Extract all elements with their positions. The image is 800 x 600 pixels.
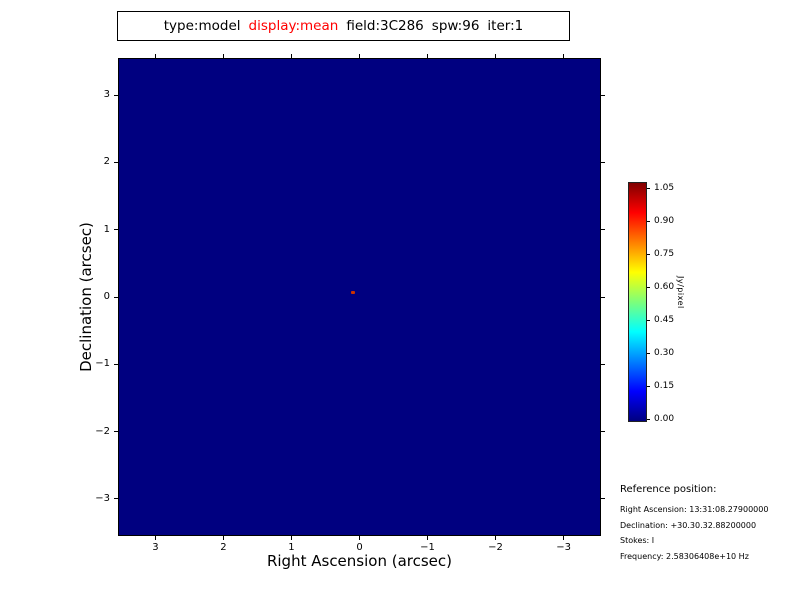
- x-tick-mark: [359, 536, 360, 540]
- colorbar-tick-mark: [647, 253, 650, 255]
- colorbar-tick-label: 0.90: [654, 216, 675, 226]
- y-tick-mark: [114, 498, 118, 500]
- y-tick-mark: [114, 363, 118, 365]
- x-tick-label: −3: [556, 542, 571, 553]
- y-tick-mark: [114, 431, 118, 433]
- x-tick-mark: [563, 536, 565, 540]
- title-part-spw: spw:96: [431, 18, 480, 34]
- y-tick-mark: [601, 229, 605, 231]
- x-tick-mark: [222, 54, 224, 58]
- x-axis-label: Right Ascension (arcsec): [266, 552, 453, 570]
- x-tick-label: 2: [220, 542, 227, 553]
- reference-line-stokes: Stokes: I: [620, 536, 655, 545]
- colorbar-tick-label: 1.05: [654, 183, 675, 193]
- y-tick-label: −3: [95, 492, 110, 504]
- colorbar-tick-label: 0.15: [654, 381, 675, 391]
- y-tick-label: 1: [103, 223, 110, 235]
- y-tick-label: −1: [95, 358, 110, 370]
- colorbar-tick-mark: [647, 286, 650, 288]
- x-tick-mark: [427, 54, 429, 58]
- y-tick-label: −2: [95, 425, 110, 437]
- y-tick-label: 3: [103, 89, 110, 101]
- y-tick-mark: [601, 363, 605, 365]
- x-tick-mark: [154, 536, 156, 540]
- colorbar-tick-mark: [647, 385, 650, 387]
- y-tick-label: 0: [103, 291, 110, 302]
- colorbar-tick-label: 0.45: [654, 315, 675, 325]
- x-tick-mark: [495, 536, 497, 540]
- colorbar-tick-label: 0.75: [654, 249, 675, 259]
- x-tick-label: 0: [356, 542, 363, 553]
- plot-canvas: [118, 58, 601, 536]
- x-tick-mark: [563, 54, 565, 58]
- x-tick-mark: [495, 54, 497, 58]
- x-tick-mark: [222, 536, 224, 540]
- colorbar-label: Jy/pixel: [676, 276, 685, 309]
- reference-line-freq: Frequency: 2.58306408e+10 Hz: [620, 551, 749, 561]
- reference-block: Reference position: Right Ascension: 13:…: [620, 484, 795, 564]
- point-source: [350, 290, 355, 294]
- colorbar-tick-label: 0.30: [654, 348, 675, 358]
- reference-heading: Reference position:: [620, 484, 717, 495]
- y-tick-mark: [601, 296, 605, 298]
- y-tick-mark: [601, 94, 605, 96]
- colorbar-tick-mark: [647, 418, 650, 420]
- x-tick-label: 3: [152, 542, 159, 553]
- x-tick-mark: [427, 536, 429, 540]
- x-tick-mark: [290, 536, 292, 540]
- colorbar-tick-mark: [647, 319, 650, 321]
- x-tick-mark: [154, 54, 156, 58]
- colorbar-tick-mark: [647, 352, 650, 354]
- reference-line-ra: Right Ascension: 13:31:08.27900000: [620, 505, 769, 514]
- figure-title-box: type:model display:mean field:3C286 spw:…: [117, 11, 570, 41]
- y-tick-mark: [114, 161, 118, 163]
- y-tick-label: 2: [103, 156, 110, 168]
- y-tick-mark: [601, 431, 605, 433]
- title-part-field: field:3C286: [346, 18, 424, 34]
- y-tick-mark: [601, 498, 605, 500]
- title-part-type: type:model: [163, 18, 241, 34]
- x-tick-mark: [290, 54, 292, 58]
- colorbar-tick-mark: [647, 187, 650, 189]
- y-tick-mark: [114, 296, 118, 298]
- x-tick-mark: [359, 54, 360, 58]
- x-tick-label: 1: [288, 542, 295, 553]
- y-axis-label: Declination (arcsec): [77, 222, 95, 372]
- y-tick-mark: [601, 161, 605, 163]
- colorbar-tick-label: 0.60: [654, 282, 675, 292]
- x-tick-label: −1: [420, 542, 435, 553]
- title-part-display: display:mean: [248, 18, 339, 34]
- y-tick-mark: [114, 229, 118, 231]
- x-tick-label: −2: [488, 542, 503, 553]
- y-tick-mark: [114, 94, 118, 96]
- reference-line-dec: Declination: +30.30.32.88200000: [620, 520, 757, 530]
- colorbar-gradient: [628, 182, 647, 422]
- title-part-iter: iter:1: [487, 18, 524, 34]
- colorbar-tick-mark: [647, 220, 650, 222]
- colorbar-tick-label: 0.00: [654, 414, 675, 424]
